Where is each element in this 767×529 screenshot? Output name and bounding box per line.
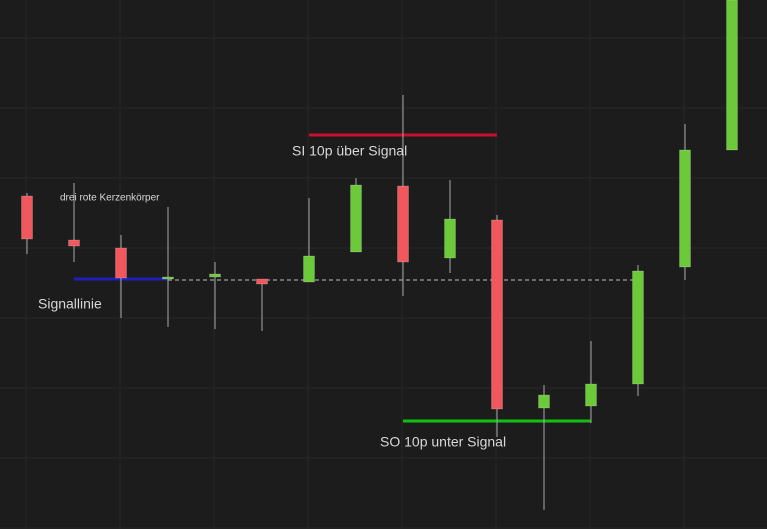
candle-body (115, 247, 127, 279)
candle-body (538, 394, 550, 409)
candle-body (303, 255, 315, 283)
candle-body (585, 383, 597, 407)
annotation: SO 10p unter Signal (380, 434, 506, 450)
candle-body (726, 0, 738, 151)
candle-body (209, 273, 221, 278)
candle-body (256, 278, 268, 285)
candle-body (397, 185, 409, 263)
candle-body (350, 184, 362, 253)
candle-body (162, 276, 174, 280)
annotation: Signallinie (38, 296, 102, 312)
candle-body (21, 195, 33, 240)
annotation: drei rote Kerzenkörper (60, 193, 160, 204)
candle-body (68, 239, 80, 247)
candle-body (632, 270, 644, 385)
candle-body (679, 149, 691, 268)
marks (21, 0, 738, 510)
candle-body (491, 219, 503, 410)
candle-body (444, 218, 456, 259)
annotation: SI 10p über Signal (292, 143, 407, 159)
